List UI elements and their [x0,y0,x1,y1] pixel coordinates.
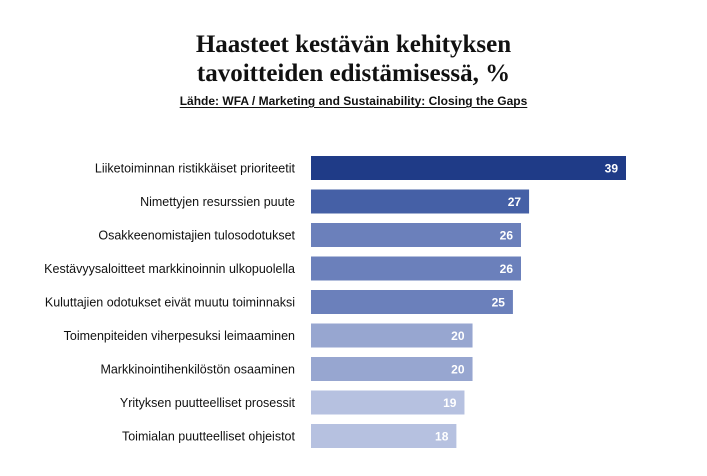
category-label: Toimenpiteiden viherpesuksi leimaaminen [64,329,295,343]
chart-source-text: Lähde: WFA / Marketing and Sustainabilit… [179,94,528,108]
value-label: 19 [443,396,457,410]
bar [311,256,521,281]
category-label: Kestävyysaloitteet markkinoinnin ulkopuo… [44,262,295,276]
value-label: 25 [492,296,506,310]
chart-source: Lähde: WFA / Marketing and Sustainabilit… [0,94,707,108]
bar [311,223,521,247]
category-label: Nimettyjen resurssien puute [140,195,295,209]
category-label: Markkinointihenkilöstön osaaminen [100,363,295,377]
value-label: 20 [451,329,465,343]
value-label: 39 [605,162,619,176]
chart-title-line-2: tavoitteiden edistämisessä, % [196,60,511,87]
value-label: 18 [435,430,449,444]
bar [311,189,530,214]
category-label: Kuluttajien odotukset eivät muutu toimin… [45,296,295,310]
chart-title-line-1: Haasteet kestävän kehityksen [195,31,512,58]
bar [311,390,465,415]
value-label: 26 [500,229,514,243]
value-label: 20 [451,363,465,377]
bar [311,323,473,348]
value-label: 27 [508,195,522,209]
bar [311,290,513,314]
category-label: Liiketoiminnan ristikkäiset prioriteetit [95,162,296,176]
category-label: Yrityksen puutteelliset prosessit [120,396,296,410]
category-label: Toimialan puutteelliset ohjeistot [122,430,296,444]
bar [311,424,457,448]
category-label: Osakkeenomistajien tulosodotukset [98,229,295,243]
bar [311,357,473,381]
value-label: 26 [500,262,514,276]
chart-title: Haasteet kestävän kehityksen tavoitteide… [0,30,707,88]
bar [311,156,626,180]
